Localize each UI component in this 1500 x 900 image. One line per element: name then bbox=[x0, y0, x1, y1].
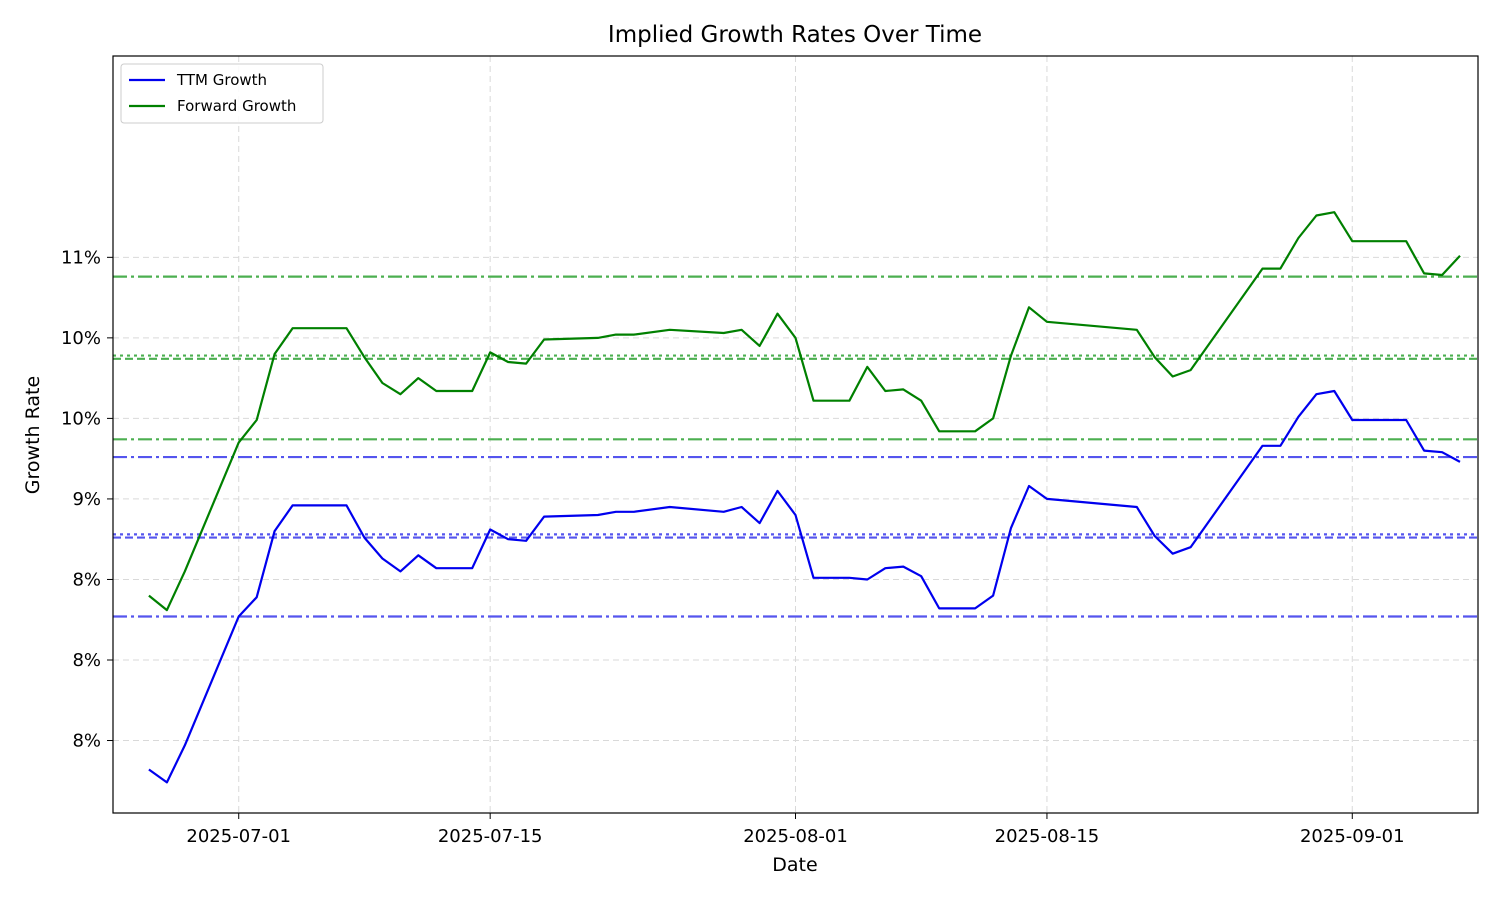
x-axis-label: Date bbox=[772, 854, 817, 876]
y-tick-label: 8% bbox=[72, 650, 101, 671]
series-lines bbox=[148, 211, 1461, 784]
reference-lines bbox=[113, 275, 1478, 618]
legend-box bbox=[120, 63, 324, 124]
x-tick-label: 2025-08-15 bbox=[995, 826, 1100, 847]
x-axis-ticks: 2025-07-01 2025-07-15 2025-08-01 2025-08-15… bbox=[186, 813, 1405, 847]
grid-lines bbox=[113, 56, 1478, 813]
series-line-1 bbox=[148, 211, 1461, 612]
y-axis-label: Growth Rate bbox=[22, 376, 44, 494]
x-tick-label: 2025-09-01 bbox=[1300, 826, 1405, 847]
x-tick-label: 2025-07-15 bbox=[438, 826, 543, 847]
y-tick-label: 11% bbox=[61, 247, 101, 268]
x-tick-label: 2025-08-01 bbox=[743, 826, 848, 847]
y-tick-label: 10% bbox=[61, 408, 101, 429]
series-line-0 bbox=[148, 389, 1461, 784]
y-tick-label: 9% bbox=[72, 489, 101, 510]
chart-title: Implied Growth Rates Over Time bbox=[608, 22, 982, 48]
legend-label-0: TTM Growth bbox=[176, 71, 267, 89]
legend-label-1: Forward Growth bbox=[177, 97, 296, 115]
y-tick-label: 8% bbox=[72, 731, 101, 752]
y-axis-ticks: 8% 8% 8% 9% 10% 10% 11% bbox=[61, 247, 113, 752]
y-tick-label: 10% bbox=[61, 328, 101, 349]
y-tick-label: 8% bbox=[72, 569, 101, 590]
legend: TTM Growth Forward Growth bbox=[120, 63, 324, 124]
x-tick-label: 2025-07-01 bbox=[186, 826, 291, 847]
